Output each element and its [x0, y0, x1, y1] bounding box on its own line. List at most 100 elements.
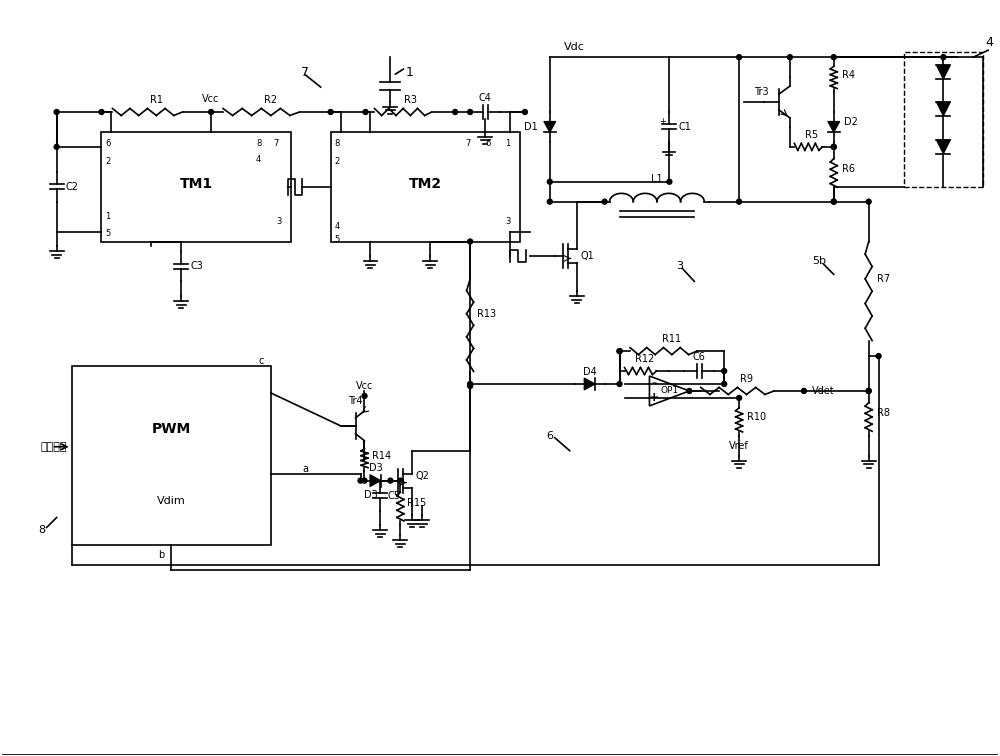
Circle shape [831, 54, 836, 60]
Text: Vdet: Vdet [812, 386, 834, 396]
Text: 6: 6 [485, 139, 490, 148]
Text: TM2: TM2 [409, 177, 442, 191]
Text: 1: 1 [405, 66, 413, 79]
Text: PWM: PWM [152, 422, 191, 435]
Text: R8: R8 [877, 408, 890, 418]
Polygon shape [584, 378, 595, 390]
Text: 8: 8 [335, 139, 340, 148]
Text: D3: D3 [364, 490, 377, 500]
Text: R12: R12 [635, 354, 654, 364]
Text: R14: R14 [372, 451, 392, 460]
Text: C1: C1 [678, 122, 691, 132]
Text: c: c [258, 356, 264, 366]
Bar [72, 366, 271, 545]
Circle shape [831, 144, 836, 150]
Polygon shape [936, 102, 950, 116]
Text: 1: 1 [505, 139, 510, 148]
Circle shape [453, 110, 458, 114]
Text: 3: 3 [676, 262, 683, 271]
Text: 7: 7 [273, 139, 278, 148]
Text: R11: R11 [662, 334, 681, 344]
Circle shape [468, 110, 473, 114]
Circle shape [667, 179, 672, 184]
Text: Q1: Q1 [581, 252, 594, 262]
Text: 7: 7 [465, 139, 471, 148]
Text: R9: R9 [740, 374, 753, 384]
Circle shape [362, 393, 367, 398]
Text: R7: R7 [877, 274, 890, 284]
Bar [331, 132, 520, 241]
Circle shape [388, 478, 393, 483]
Text: C2: C2 [66, 181, 79, 192]
Circle shape [831, 199, 836, 204]
Bar [904, 52, 983, 187]
Circle shape [866, 199, 871, 204]
Circle shape [358, 478, 363, 483]
Circle shape [866, 389, 871, 393]
Text: R13: R13 [477, 308, 496, 319]
Text: C4: C4 [479, 93, 491, 103]
Circle shape [54, 144, 59, 150]
Polygon shape [936, 140, 950, 153]
Text: a: a [303, 463, 309, 474]
Text: Q2: Q2 [415, 471, 429, 481]
Circle shape [941, 54, 946, 60]
Circle shape [54, 110, 59, 114]
Text: 7: 7 [301, 66, 309, 79]
Polygon shape [936, 65, 950, 79]
Text: R1: R1 [150, 95, 163, 105]
Text: Vcc: Vcc [202, 94, 220, 104]
Text: 6: 6 [105, 139, 111, 148]
Text: D2: D2 [844, 117, 858, 127]
Text: D3: D3 [369, 463, 382, 472]
Polygon shape [828, 122, 840, 132]
Text: 1: 1 [105, 212, 111, 221]
Circle shape [737, 395, 742, 401]
Circle shape [866, 389, 871, 393]
Circle shape [876, 354, 881, 358]
Text: -: - [652, 377, 657, 391]
Circle shape [617, 382, 622, 386]
Text: R15: R15 [407, 498, 427, 508]
Text: R3: R3 [404, 95, 417, 105]
Circle shape [468, 382, 473, 386]
Text: R6: R6 [842, 164, 855, 175]
Text: 3: 3 [505, 217, 510, 226]
Text: R4: R4 [842, 70, 855, 79]
Circle shape [722, 382, 727, 386]
Text: 2: 2 [335, 157, 340, 166]
Text: R5: R5 [805, 130, 818, 140]
Circle shape [99, 110, 104, 114]
Circle shape [722, 368, 727, 373]
Text: Tr3: Tr3 [754, 87, 769, 97]
Text: D4: D4 [583, 367, 597, 377]
Text: 3: 3 [276, 217, 281, 226]
Text: +: + [649, 392, 660, 404]
Circle shape [468, 383, 473, 389]
Circle shape [617, 349, 622, 354]
Text: D1: D1 [524, 122, 538, 132]
Circle shape [737, 54, 742, 60]
Text: Vdc: Vdc [564, 42, 585, 52]
Text: Tr4: Tr4 [348, 396, 363, 406]
Text: 调光信号: 调光信号 [40, 442, 67, 452]
Text: L1: L1 [651, 175, 663, 184]
Polygon shape [544, 122, 556, 132]
Text: b: b [158, 550, 164, 560]
Circle shape [831, 199, 836, 204]
Text: 4: 4 [335, 222, 340, 231]
Text: 4: 4 [256, 155, 261, 164]
Bar [101, 132, 291, 241]
Text: 6: 6 [546, 431, 553, 441]
Text: C6: C6 [693, 352, 706, 362]
Text: 5: 5 [105, 229, 111, 238]
Text: 4: 4 [985, 36, 993, 49]
Circle shape [522, 110, 527, 114]
Circle shape [363, 110, 368, 114]
Circle shape [468, 239, 473, 244]
Circle shape [831, 144, 836, 150]
Circle shape [602, 199, 607, 204]
Text: Vdim: Vdim [157, 495, 186, 506]
Text: 5: 5 [335, 235, 340, 244]
Circle shape [687, 389, 692, 393]
